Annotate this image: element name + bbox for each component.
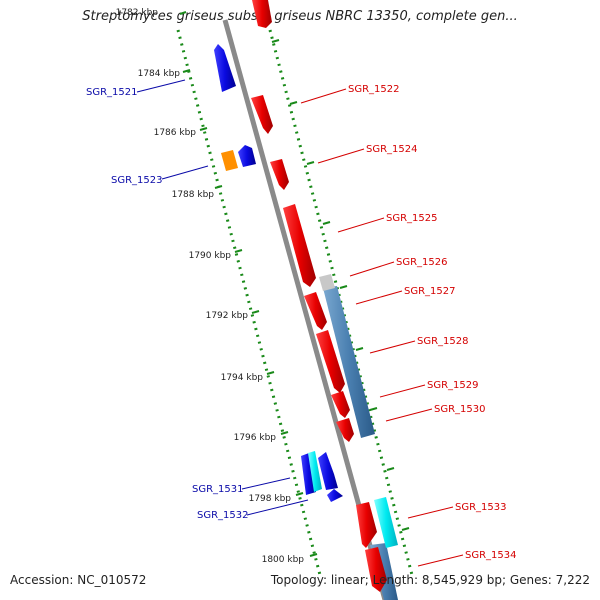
track-tick [339, 285, 348, 289]
gene-label-sgr-1530[interactable]: SGR_1530 [434, 404, 486, 415]
gene-sgr-1531-cyan[interactable] [308, 451, 322, 492]
gene-sgr-1530[interactable] [336, 418, 354, 442]
leader-sgr-1523 [161, 165, 209, 180]
gene-label-sgr-1521[interactable]: SGR_1521 [86, 87, 138, 98]
gene-sgr-1531-blue2[interactable] [318, 452, 338, 490]
gene-sgr-1533-cyan[interactable] [374, 497, 398, 548]
scale-tick-label: 1798 kbp [249, 494, 292, 504]
scale-tick-label: 1784 kbp [138, 69, 181, 79]
gene-sgr-1523-orange[interactable] [221, 150, 238, 171]
gene-sgr-1524[interactable] [270, 159, 289, 190]
gene-sgr-1523-blue[interactable] [238, 145, 256, 167]
left-leaders [136, 79, 309, 516]
track-tick [322, 221, 331, 225]
leader-sgr-1525 [337, 217, 385, 233]
track-tick [355, 347, 364, 351]
track-tick [306, 161, 315, 165]
genome-stats-text: Topology: linear; Length: 8,545,929 bp; … [270, 573, 590, 587]
leader-sgr-1533 [407, 506, 454, 519]
scale-tick [182, 69, 191, 73]
gene-sgr-1525[interactable] [283, 204, 316, 287]
gene-sgr-1526[interactable] [319, 274, 335, 291]
gene-sgr-1532[interactable] [327, 489, 343, 502]
leader-sgr-1530 [385, 408, 433, 422]
gene-label-sgr-1527[interactable]: SGR_1527 [404, 286, 456, 297]
genome-title: Streptomyces griseus subsp. griseus NBRC… [82, 9, 518, 24]
leader-sgr-1524 [317, 148, 365, 164]
scale-tick-label: 1790 kbp [189, 251, 232, 261]
gene-sgr-1528[interactable] [316, 330, 345, 393]
track-tick [271, 39, 280, 43]
leader-sgr-1527 [355, 290, 403, 305]
leader-sgr-1526 [349, 261, 395, 277]
gene-label-sgr-1529[interactable]: SGR_1529 [427, 380, 479, 391]
leader-sgr-1521 [136, 79, 186, 93]
gene-sgr-1521[interactable] [214, 44, 236, 92]
scale-tick [266, 371, 275, 375]
leader-sgr-1534 [417, 554, 464, 567]
scale-ticks: 1782 kbp 1784 kbp 1786 kbp 1788 kbp 1790… [116, 8, 318, 565]
leader-sgr-1528 [369, 340, 416, 354]
gene-sgr-1529[interactable] [331, 391, 350, 418]
gene-label-sgr-1532[interactable]: SGR_1532 [197, 510, 249, 521]
gene-label-sgr-1528[interactable]: SGR_1528 [417, 336, 469, 347]
gene-label-sgr-1534[interactable]: SGR_1534 [465, 550, 517, 561]
scale-tick-label: 1788 kbp [172, 190, 215, 200]
gene-forward-top[interactable] [252, 0, 272, 28]
gene-sgr-1531-blue[interactable] [301, 453, 316, 495]
scale-tick-label: 1796 kbp [234, 433, 277, 443]
scale-tick [309, 553, 318, 557]
gene-sgr-1527[interactable] [304, 292, 327, 330]
left-track-line [176, 29, 322, 576]
accession-text: Accession: NC_010572 [10, 573, 147, 587]
track-tick [386, 467, 395, 471]
gene-sgr-1522[interactable] [251, 95, 273, 134]
gene-label-sgr-1533[interactable]: SGR_1533 [455, 502, 507, 513]
scale-tick [214, 185, 223, 189]
leader-sgr-1532 [246, 499, 309, 516]
right-track-ticks [271, 39, 410, 531]
right-leaders [300, 88, 464, 567]
scale-tick-label: 1800 kbp [262, 555, 305, 565]
leader-sgr-1529 [379, 384, 426, 398]
scale-tick-label: 1792 kbp [206, 311, 249, 321]
gene-label-sgr-1526[interactable]: SGR_1526 [396, 257, 448, 268]
scale-tick [280, 431, 289, 435]
scale-tick [179, 11, 187, 15]
scale-tick [199, 127, 208, 131]
gene-label-sgr-1524[interactable]: SGR_1524 [366, 144, 418, 155]
scale-tick [251, 310, 260, 314]
gene-label-sgr-1523[interactable]: SGR_1523 [111, 175, 163, 186]
leader-sgr-1522 [300, 88, 347, 104]
gene-label-sgr-1531[interactable]: SGR_1531 [192, 484, 244, 495]
operon-bar[interactable] [323, 286, 375, 438]
gene-label-sgr-1525[interactable]: SGR_1525 [386, 213, 438, 224]
scale-tick [234, 249, 243, 253]
scale-tick-label: 1782 kbp [116, 8, 159, 18]
track-tick [369, 407, 378, 411]
scale-tick [295, 492, 304, 496]
gene-label-sgr-1522[interactable]: SGR_1522 [348, 84, 400, 95]
gene-sgr-1533[interactable] [356, 502, 377, 548]
scale-tick-label: 1786 kbp [154, 128, 197, 138]
scale-tick-label: 1794 kbp [221, 373, 264, 383]
track-tick [401, 527, 410, 531]
leader-sgr-1531 [241, 477, 291, 490]
gene-sgr-1534[interactable] [365, 547, 387, 592]
track-tick [289, 101, 298, 105]
genome-backbone [222, 19, 388, 600]
